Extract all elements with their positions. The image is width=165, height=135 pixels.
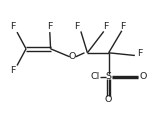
Text: F: F xyxy=(10,22,15,31)
Text: O: O xyxy=(105,95,112,104)
Text: F: F xyxy=(47,22,52,31)
Text: O: O xyxy=(69,52,76,61)
Text: Cl: Cl xyxy=(90,72,99,81)
Text: O: O xyxy=(140,72,147,81)
Text: F: F xyxy=(103,22,108,31)
Text: F: F xyxy=(137,49,142,58)
Text: S: S xyxy=(106,72,112,81)
Text: F: F xyxy=(120,22,126,31)
Text: F: F xyxy=(75,22,80,31)
Text: F: F xyxy=(10,66,15,75)
